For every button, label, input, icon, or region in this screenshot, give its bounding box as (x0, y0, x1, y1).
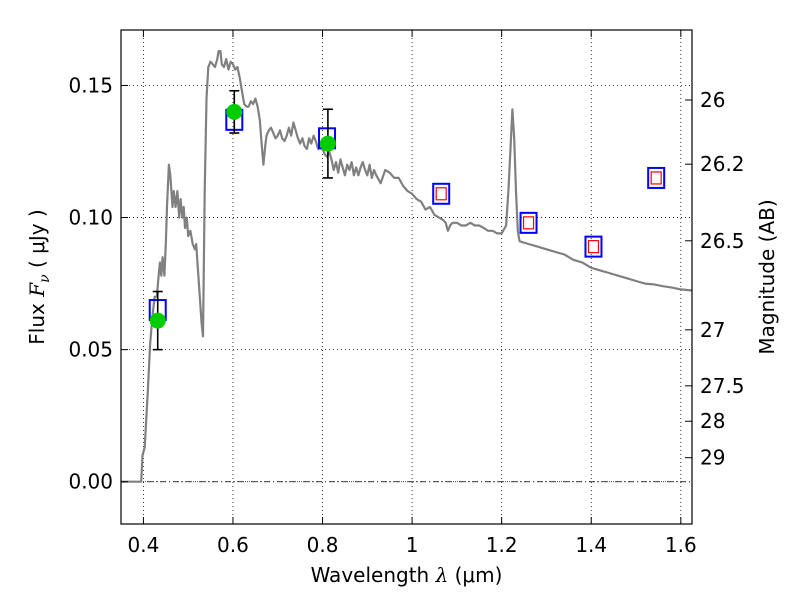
model-flux-square (647, 166, 666, 189)
observed-flux-point (149, 312, 166, 329)
model-flux-square (519, 211, 538, 234)
right-tick-label: 26.2 (700, 152, 745, 176)
x-tick-label: 0.8 (307, 533, 339, 557)
limit-flux-square (522, 216, 535, 230)
y-tick-label: 0.10 (68, 206, 113, 230)
y-tick-label: 0.15 (68, 73, 113, 97)
limit-flux-square (650, 171, 662, 185)
right-tick-label: 26.5 (700, 229, 745, 253)
observed-flux-point (319, 135, 336, 152)
right-tick-label: 28 (700, 409, 725, 433)
model-flux-square (432, 182, 451, 205)
plot-area (121, 30, 692, 524)
x-tick-label: 1.2 (486, 533, 518, 557)
right-axis-title: Magnitude (AB) (755, 199, 779, 354)
x-tick-label: 0.4 (127, 533, 159, 557)
x-axis-title: Wavelength λ (μm) (311, 563, 503, 587)
right-tick-label: 26 (700, 88, 725, 112)
x-tick-label: 1 (406, 533, 419, 557)
observed-flux-point (226, 103, 243, 120)
y-tick-label: 0.05 (68, 338, 113, 362)
y-tick-label: 0.00 (68, 470, 113, 494)
right-tick-label: 29 (700, 446, 725, 470)
sed-line (121, 50, 692, 483)
x-tick-label: 1.4 (575, 533, 607, 557)
model-flux-square (584, 235, 603, 258)
x-tick-label: 0.6 (217, 533, 249, 557)
limit-flux-square (587, 240, 600, 254)
x-tick-label: 1.6 (665, 533, 697, 557)
axes-frame (120, 29, 693, 525)
limit-flux-square (435, 187, 447, 201)
right-tick-label: 27.5 (700, 374, 745, 398)
y-axis-title: Flux Fν ( μJy ) (25, 209, 53, 344)
right-tick-label: 27 (700, 318, 725, 342)
